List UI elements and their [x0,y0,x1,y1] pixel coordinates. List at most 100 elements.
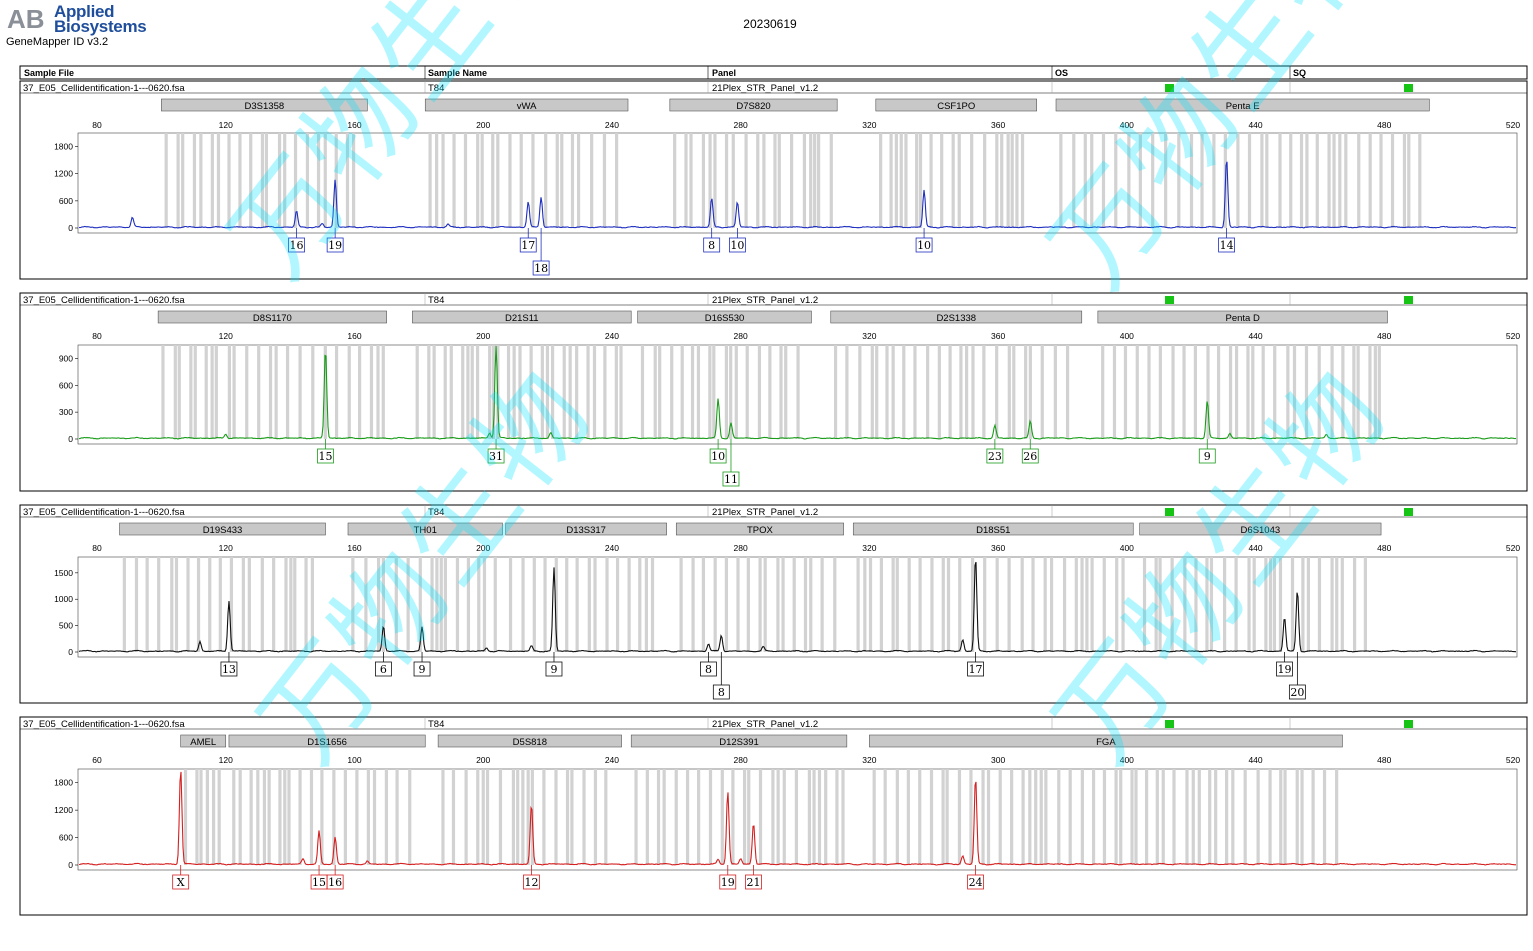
allele-bin [189,345,193,439]
allele-bin [1228,345,1233,439]
allele-bin [627,557,631,652]
allele-bin [729,345,733,439]
allele-bin [1340,557,1344,652]
allele-bin [519,133,523,228]
trace-black [78,561,1516,653]
allele-bin [645,769,649,865]
allele-bin [1256,769,1260,865]
allele-bin [1021,769,1025,865]
x-tick-label: 440 [1248,120,1262,130]
allele-bin [550,345,555,439]
panel-name: 21Plex_STR_Panel_v1.2 [712,719,818,730]
marker-csf1po [875,98,1038,112]
x-tick-label: 480 [1377,543,1391,553]
allele-label: 16 [328,876,342,889]
allele-bin [720,769,724,865]
allele-label: 8 [718,686,725,699]
allele-bin [1059,133,1063,228]
allele-bin [1299,133,1304,228]
allele-bin [480,133,484,228]
allele-bin [1231,769,1235,865]
allele-bin [554,769,558,865]
allele-bin [644,557,648,652]
allele-bin [1290,557,1295,652]
x-tick-label: 280 [734,331,748,341]
allele-bin [1243,769,1247,865]
allele-bin [320,769,324,865]
allele-box [915,237,933,253]
allele-bin [521,769,525,865]
marker-th01 [347,522,503,536]
allele-bin [1214,769,1218,865]
allele-bin [918,133,923,228]
allele-bin [913,345,917,439]
allele-bin [232,769,236,865]
marker-label: D7S820 [736,101,770,112]
allele-bin [441,769,445,865]
header-sample-name: Sample Name [428,68,487,78]
allele-bin [603,345,607,439]
allele-bin [957,769,962,865]
allele-bin [784,345,788,439]
x-tick-label: 520 [1506,543,1520,553]
allele-bin [1390,133,1395,228]
allele-bin [1000,133,1004,228]
allele-bin [287,769,291,865]
allele-bin [907,557,911,652]
allele-bin [323,345,327,439]
allele-bin [1090,133,1094,228]
allele-bin [817,769,822,865]
allele-box [1021,448,1039,464]
allele-box [1198,448,1216,464]
allele-bin [293,557,297,652]
allele-bin [1144,769,1149,865]
marker-d2s1338 [830,310,1083,324]
allele-bin [1119,769,1123,865]
allele-bin [614,345,618,439]
allele-bin [216,133,221,228]
allele-bin [708,769,713,865]
allele-bin [227,133,231,228]
allele-bin [372,769,377,865]
allele-label: X [177,876,185,889]
header-panel: Panel [712,68,736,78]
allele-bin [298,769,302,865]
allele-bin [562,345,566,439]
allele-bin [345,133,350,228]
x-tick-label: 60 [92,755,102,765]
allele-bin [803,557,808,652]
allele-bin [343,769,347,865]
allele-box [375,661,392,677]
allele-bin [1101,133,1106,228]
allele-bin [930,557,934,652]
marker-label: vWA [517,101,537,112]
allele-bin [1268,557,1273,652]
x-tick-label: 520 [1506,120,1520,130]
allele-bin [708,345,712,439]
allele-bin [355,769,359,865]
allele-bin [518,345,522,439]
allele-bin [929,133,933,228]
os-quality-indicator [1165,720,1174,728]
allele-bin [656,769,661,865]
allele-bin [809,557,813,652]
allele-bin [542,769,546,865]
allele-bin [470,345,474,439]
allele-bin [1101,345,1105,439]
allele-bin [1222,557,1227,652]
allele-bin [427,345,431,439]
x-tick-label: 400 [1120,543,1134,553]
allele-bin [845,345,849,439]
marker-d13s317 [505,522,667,536]
allele-bin [227,345,231,439]
header-sample-file: Sample File [24,68,74,78]
allele-box [986,448,1004,464]
allele-bin [904,133,908,228]
allele-bin [283,769,287,865]
allele-bin [476,769,480,865]
os-quality-indicator [1165,296,1174,304]
y-tick-label: 900 [59,353,73,363]
allele-bin [1182,345,1186,439]
allele-bin [1317,345,1321,439]
allele-bin [1147,345,1151,439]
